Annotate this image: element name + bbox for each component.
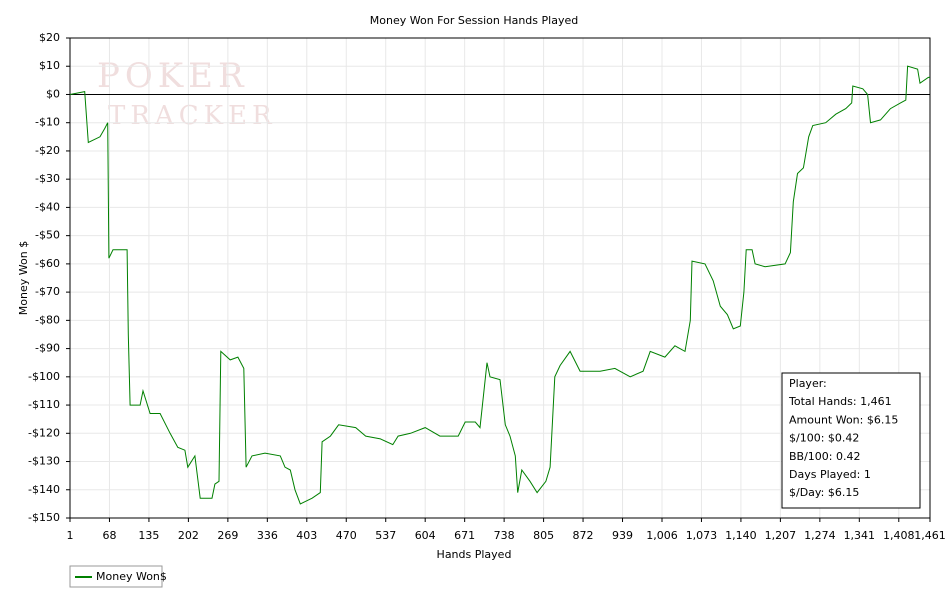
y-tick-label: -$70	[35, 285, 60, 298]
y-tick-label: -$120	[28, 426, 60, 439]
info-line: Days Played: 1	[789, 468, 871, 481]
y-tick-label: -$60	[35, 257, 60, 270]
x-tick-label: 403	[296, 529, 317, 542]
y-tick-label: -$20	[35, 144, 60, 157]
x-tick-label: 1,207	[765, 529, 797, 542]
x-tick-label: 872	[573, 529, 594, 542]
x-axis-label: Hands Played	[437, 548, 512, 561]
watermark: POKER	[97, 56, 249, 96]
x-tick-label: 738	[494, 529, 515, 542]
info-line: Player:	[789, 377, 827, 390]
y-tick-label: -$10	[35, 116, 60, 129]
x-tick-label: 1	[67, 529, 74, 542]
info-line: BB/100: 0.42	[789, 450, 861, 463]
x-tick-label: 1,140	[725, 529, 757, 542]
x-tick-label: 202	[178, 529, 199, 542]
info-line: $/100: $0.42	[789, 432, 859, 445]
x-tick-label: 537	[375, 529, 396, 542]
info-box	[781, 372, 921, 509]
x-tick-label: 1,341	[844, 529, 876, 542]
plot-frame	[69, 37, 931, 519]
watermark: TRACKER	[108, 101, 277, 131]
y-tick-label: -$130	[28, 455, 60, 468]
y-tick-label: -$40	[35, 200, 60, 213]
y-tick-label: -$140	[28, 483, 60, 496]
y-tick-label: $0	[46, 87, 60, 100]
x-tick-label: 805	[533, 529, 554, 542]
x-tick-label: 269	[217, 529, 238, 542]
x-tick-label: 1,006	[646, 529, 678, 542]
y-tick-label: $10	[39, 59, 60, 72]
y-axis-label: Money Won $	[17, 241, 30, 315]
legend-label: Money Won$	[96, 570, 167, 583]
y-tick-label: -$50	[35, 229, 60, 242]
x-tick-label: 336	[257, 529, 278, 542]
y-tick-label: -$80	[35, 313, 60, 326]
x-tick-label: 939	[612, 529, 633, 542]
series-line	[69, 65, 931, 505]
x-tick-label: 1,073	[686, 529, 718, 542]
info-line: Amount Won: $6.15	[789, 413, 898, 426]
chart-title: Money Won For Session Hands Played	[370, 14, 578, 27]
y-tick-label: -$150	[28, 511, 60, 524]
x-tick-label: 1,274	[804, 529, 836, 542]
info-line: $/Day: $6.15	[789, 486, 859, 499]
y-tick-label: -$110	[28, 398, 60, 411]
x-tick-label: 68	[102, 529, 116, 542]
y-tick-label: -$30	[35, 172, 60, 185]
x-tick-label: 1,408	[883, 529, 915, 542]
x-tick-label: 1,461	[914, 529, 946, 542]
y-tick-label: -$90	[35, 342, 60, 355]
x-tick-label: 470	[336, 529, 357, 542]
info-line: Total Hands: 1,461	[788, 395, 892, 408]
x-tick-label: 604	[415, 529, 436, 542]
legend-box	[69, 565, 163, 588]
x-tick-label: 671	[454, 529, 475, 542]
y-tick-label: $20	[39, 31, 60, 44]
x-tick-label: 135	[138, 529, 159, 542]
y-tick-label: -$100	[28, 370, 60, 383]
